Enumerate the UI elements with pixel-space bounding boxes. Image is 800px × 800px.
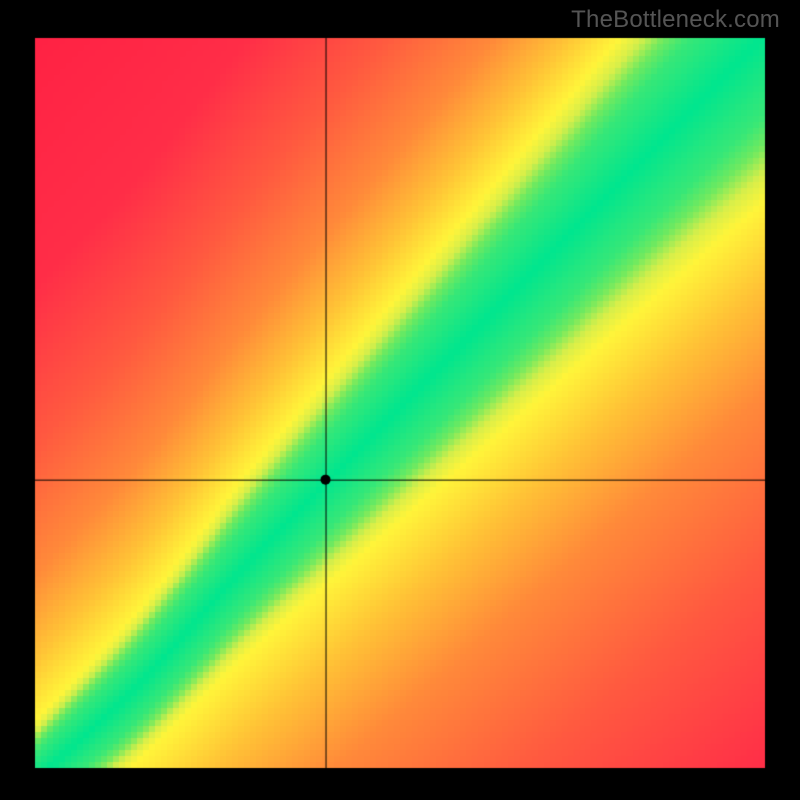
watermark-text: TheBottleneck.com [571, 6, 780, 34]
heatmap-canvas [0, 0, 800, 800]
bottleneck-chart-container: TheBottleneck.com [0, 0, 800, 800]
